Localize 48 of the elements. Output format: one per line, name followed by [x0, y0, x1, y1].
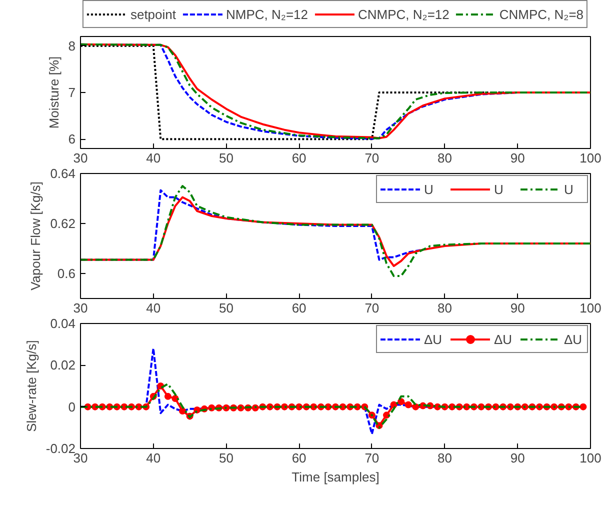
y-tick-label: 0.04: [50, 316, 76, 331]
y-axis-title: Moisture [%]: [46, 56, 62, 129]
legend-label: setpoint: [130, 6, 176, 22]
x-tick-label: 30: [73, 150, 88, 166]
x-tick-label: 60: [292, 450, 306, 466]
x-tick-label: 90: [510, 300, 525, 316]
legend-label: CNMPC, N₂=8: [499, 6, 584, 22]
x-tick-label: 90: [510, 150, 525, 166]
x-tick-label: 40: [146, 300, 161, 316]
x-tick-label: 50: [218, 150, 234, 166]
x-tick-label: 30: [73, 300, 88, 316]
x-tick-label: 40: [146, 450, 161, 466]
legend-label: ΔU: [494, 332, 514, 346]
x-tick-label: 70: [364, 300, 380, 316]
x-tick-label: 70: [364, 450, 380, 466]
y-axis-title: Vapour Flow [Kg/s]: [28, 182, 44, 290]
y-tick-label: 7: [68, 85, 76, 100]
y-tick-label: 0: [68, 399, 76, 414]
x-tick-label: 80: [438, 150, 452, 166]
x-tick-label: 60: [292, 150, 306, 166]
legend-label: NMPC, N₂=12: [226, 6, 308, 22]
y-tick-label: 0.6: [57, 266, 76, 281]
x-tick-label: 30: [73, 450, 88, 466]
y-tick-label: 0.02: [50, 358, 76, 373]
legend-label: U: [564, 182, 574, 196]
x-tick-label: 90: [510, 450, 525, 466]
y-tick-label: 0.62: [50, 216, 76, 231]
x-axis-title: Time [samples]: [292, 470, 380, 484]
legend-label: U: [494, 182, 504, 196]
x-tick-label: 100: [580, 450, 602, 466]
x-tick-label: 80: [438, 450, 452, 466]
x-tick-label: 100: [580, 300, 602, 316]
y-tick-label: 6: [68, 132, 76, 147]
x-tick-label: 40: [146, 150, 161, 166]
legend-label: ΔU: [564, 332, 584, 346]
legend-label: CNMPC, N₂=12: [358, 6, 450, 22]
x-tick-label: 50: [218, 450, 234, 466]
x-tick-label: 50: [218, 300, 234, 316]
legend-label: ΔU: [424, 332, 444, 346]
x-tick-label: 60: [292, 300, 306, 316]
x-tick-label: 100: [580, 150, 602, 166]
legend-label: U: [424, 182, 434, 196]
x-tick-label: 70: [364, 150, 380, 166]
y-tick-label: 0.64: [50, 166, 76, 181]
line-series: [80, 185, 590, 277]
y-tick-label: 8: [68, 38, 76, 54]
x-tick-label: 80: [438, 300, 452, 316]
y-axis-title: Slew-rate [Kg/s]: [24, 340, 39, 432]
